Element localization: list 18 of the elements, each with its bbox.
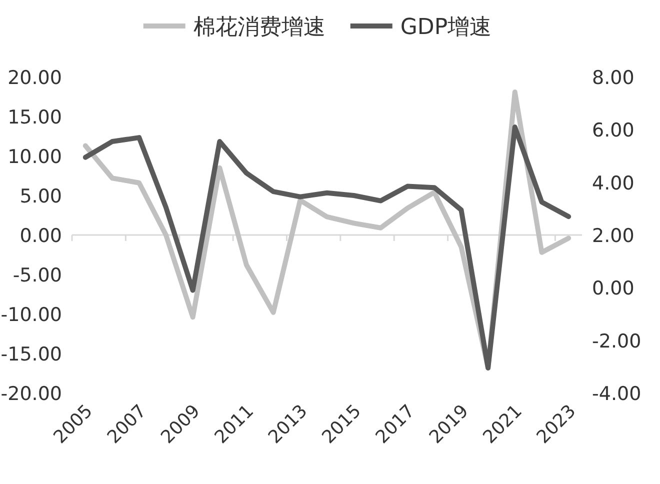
- y2-tick-label: 0.00: [592, 278, 634, 300]
- y-tick-label: -5.00: [12, 264, 62, 286]
- y-tick-label: 0.00: [20, 225, 62, 247]
- y-tick-label: -15.00: [0, 344, 62, 366]
- y2-tick-label: 8.00: [592, 67, 634, 89]
- y-tick-label: 5.00: [20, 186, 62, 208]
- y2-tick-label: 6.00: [592, 120, 634, 142]
- y2-tick-label: -2.00: [592, 330, 642, 352]
- legend-label: 棉花消费增速: [193, 15, 326, 40]
- y2-tick-label: 4.00: [592, 172, 634, 194]
- y-tick-label: 10.00: [8, 146, 62, 168]
- y2-tick-label: -4.00: [592, 383, 642, 405]
- y2-tick-label: 2.00: [592, 225, 634, 247]
- y-tick-label: -20.00: [0, 383, 62, 405]
- y-tick-label: 15.00: [8, 106, 62, 128]
- legend-label: GDP增速: [400, 15, 492, 40]
- y-tick-label: -10.00: [0, 304, 62, 326]
- y-tick-label: 20.00: [8, 67, 62, 89]
